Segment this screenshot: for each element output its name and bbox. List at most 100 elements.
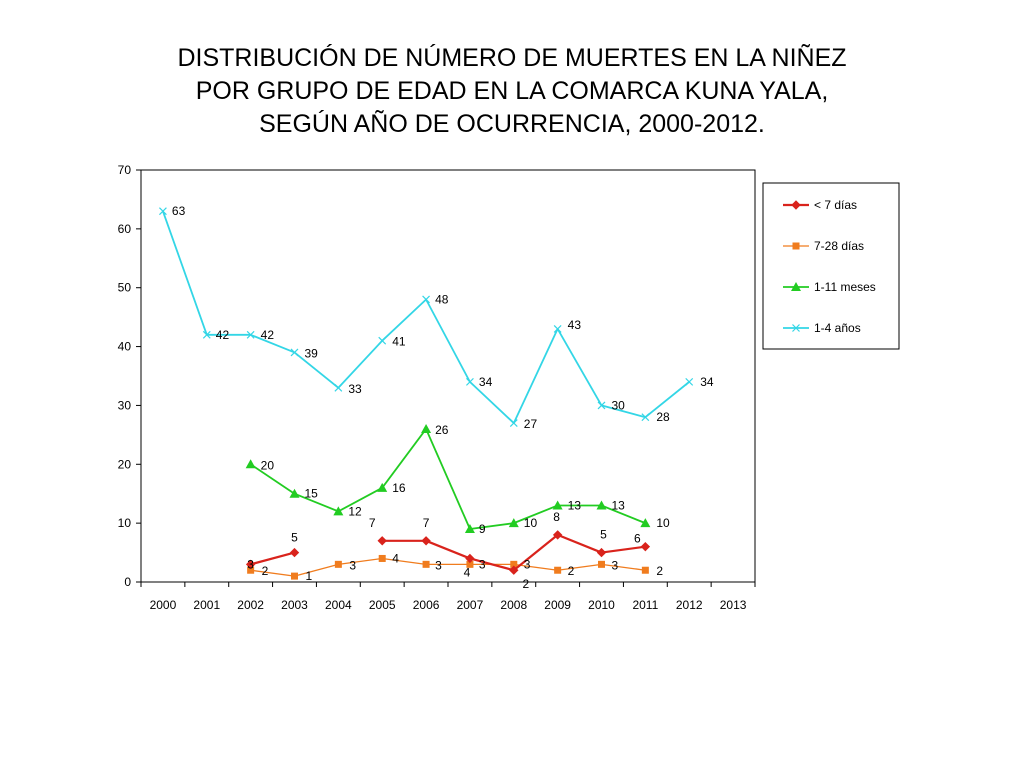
data-point-marker xyxy=(554,566,562,574)
series-line-segment xyxy=(557,563,602,571)
series-line-segment xyxy=(513,534,559,572)
data-point-marker xyxy=(289,488,300,498)
data-label: 41 xyxy=(392,335,406,349)
series-line-segment xyxy=(250,569,295,577)
data-label: 2 xyxy=(568,564,575,578)
data-label: 3 xyxy=(435,558,442,572)
data-label: 48 xyxy=(435,292,449,306)
data-label: 3 xyxy=(524,557,531,571)
series-line-segment xyxy=(512,328,559,424)
data-point-marker xyxy=(245,459,256,469)
y-tick-label: 50 xyxy=(118,281,132,295)
series-line-segment xyxy=(469,522,514,530)
legend-entry: < 7 días xyxy=(783,198,857,212)
series-line-segment xyxy=(250,463,296,495)
legend-swatch-marker xyxy=(791,282,801,291)
data-label: 34 xyxy=(479,375,493,389)
y-tick-label: 10 xyxy=(118,516,132,530)
data-point-marker xyxy=(509,565,519,575)
data-label: 34 xyxy=(700,375,714,389)
data-point-marker xyxy=(596,500,607,510)
legend-label: < 7 días xyxy=(814,198,857,212)
legend-label: 1-4 años xyxy=(814,321,861,335)
data-label: 9 xyxy=(479,522,486,536)
chart-title: DISTRIBUCIÓN DE NÚMERO DE MUERTES EN LA … xyxy=(0,42,1024,141)
data-point-marker xyxy=(464,524,475,534)
data-point-marker xyxy=(552,500,563,510)
data-point-marker xyxy=(597,401,606,410)
x-tick-label: 2012 xyxy=(676,598,703,612)
legend-entry: 7-28 días xyxy=(783,239,864,253)
data-point-marker xyxy=(466,560,474,568)
legend-box xyxy=(762,182,900,350)
legend-swatch-marker xyxy=(792,242,800,250)
series-line-segment xyxy=(250,551,295,566)
data-label: 2 xyxy=(656,564,663,578)
chart-title-line-1: DISTRIBUCIÓN DE NÚMERO DE MUERTES EN LA … xyxy=(177,44,847,72)
data-point-marker xyxy=(509,419,518,428)
data-point-marker xyxy=(466,377,474,386)
chart-axes: 0 10 20 30 40 50 60 70 2000 2001 2002 2003 2004 2005 2… xyxy=(118,163,756,612)
y-tick-label: 0 xyxy=(124,575,131,589)
y-tick-label: 30 xyxy=(118,398,132,412)
series-line-segment xyxy=(644,381,690,418)
chart-legend: < 7 días 7-28 días 1-11 meses 1-4 años xyxy=(762,182,900,350)
series-line-segment xyxy=(293,351,339,389)
data-label: 3 xyxy=(349,558,356,572)
data-label: 20 xyxy=(261,458,275,472)
y-tick-label: 60 xyxy=(118,222,132,236)
y-tick-label: 70 xyxy=(118,163,132,177)
chart-title-line-3: SEGÚN AÑO DE OCURRENCIA, 2000-2012. xyxy=(259,110,765,138)
data-point-marker xyxy=(640,518,651,528)
series-line-segment xyxy=(381,428,427,489)
data-label: 3 xyxy=(612,558,619,572)
data-label: 42 xyxy=(216,328,230,342)
data-label: 42 xyxy=(261,328,275,342)
x-tick-label: 2013 xyxy=(720,598,747,612)
data-point-marker xyxy=(553,324,562,333)
series-line-segment xyxy=(513,504,558,524)
x-tick-label: 2009 xyxy=(544,598,571,612)
data-point-marker xyxy=(245,559,256,570)
series-line-segment xyxy=(338,557,383,565)
series-line-segment xyxy=(601,404,646,419)
data-label: 7 xyxy=(423,516,430,530)
x-tick-label: 2007 xyxy=(457,598,484,612)
series-line-segment xyxy=(425,428,471,530)
data-label: 2 xyxy=(262,564,269,578)
data-point-marker xyxy=(596,547,607,558)
data-label: 13 xyxy=(612,498,626,512)
series-line-segment xyxy=(469,381,515,424)
x-tick-label: 2003 xyxy=(281,598,308,612)
data-point-marker xyxy=(598,560,605,568)
data-label: 16 xyxy=(392,481,406,495)
series-line-segment xyxy=(382,557,427,565)
series-line-segment xyxy=(337,487,383,513)
x-tick-label: 2004 xyxy=(325,598,352,612)
x-tick-label: 2005 xyxy=(369,598,396,612)
x-tick-label: 2008 xyxy=(500,598,527,612)
legend-swatch-marker xyxy=(792,324,800,332)
data-label: 27 xyxy=(524,417,538,431)
x-tick-label: 2002 xyxy=(237,598,264,612)
data-label: 13 xyxy=(568,498,582,512)
chart-series xyxy=(159,207,694,580)
data-label: 4 xyxy=(464,565,471,579)
data-point-marker xyxy=(641,566,649,574)
data-label: 10 xyxy=(524,516,538,530)
data-point-marker xyxy=(246,330,255,339)
series-line-segment xyxy=(425,299,471,383)
data-label: 63 xyxy=(172,204,186,218)
data-label: 4 xyxy=(392,551,399,565)
series-line-segment xyxy=(601,563,646,571)
data-point-marker xyxy=(465,553,475,564)
chart-title-line-2: POR GRUPO DE EDAD EN LA COMARCA KUNA YAL… xyxy=(195,77,829,105)
data-point-marker xyxy=(378,336,387,345)
data-label: 30 xyxy=(612,398,626,412)
series-1 xyxy=(247,554,649,580)
data-label: 12 xyxy=(348,504,362,518)
data-label: 43 xyxy=(568,318,582,332)
x-tick-label: 2011 xyxy=(632,598,658,612)
